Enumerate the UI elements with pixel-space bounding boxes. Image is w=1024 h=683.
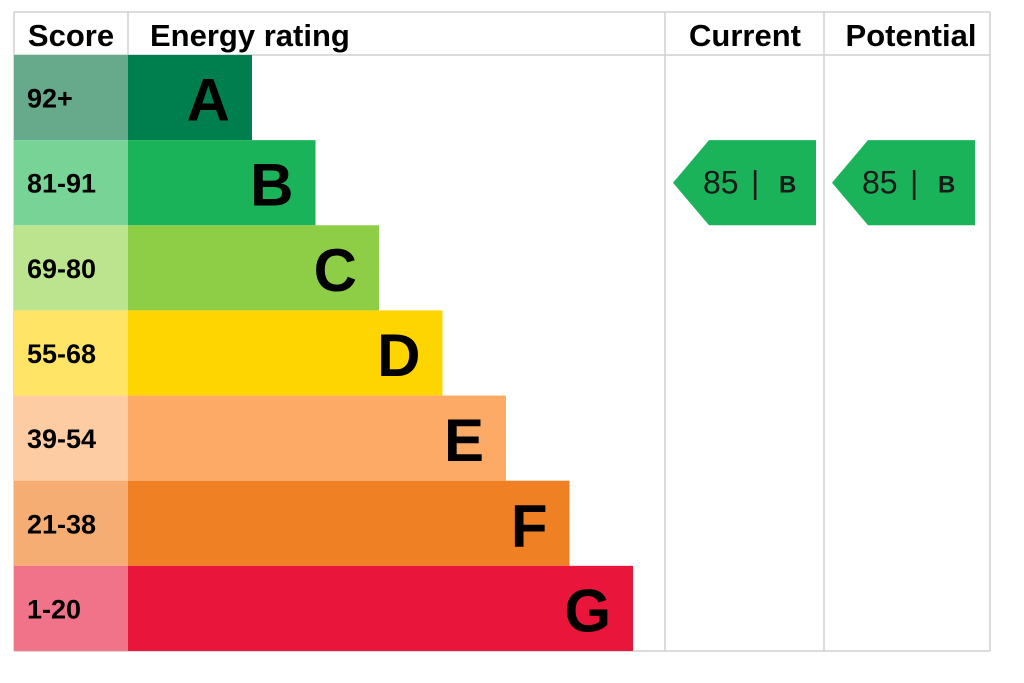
rating-bar-b bbox=[128, 140, 316, 226]
score-range-e: 39-54 bbox=[27, 424, 96, 454]
current-rating-marker-score: 85 bbox=[703, 165, 739, 201]
column-headers: Score Energy rating Current Potential bbox=[28, 18, 977, 53]
rating-letter-b: B bbox=[250, 152, 293, 219]
current-rating-marker-letter: B bbox=[779, 172, 796, 199]
rating-bands: 92+ A 81-91 B 69-80 C 55-68 D 39-54 E 21-38 F 1-20 G bbox=[14, 55, 633, 651]
score-range-d: 55-68 bbox=[27, 339, 96, 369]
potential-rating-marker: 85 | B bbox=[832, 140, 975, 226]
score-cell-d bbox=[14, 310, 128, 396]
score-range-f: 21-38 bbox=[27, 509, 96, 539]
rating-bar-f bbox=[128, 480, 570, 566]
header-current: Current bbox=[689, 18, 801, 53]
rating-bar-g bbox=[128, 565, 633, 651]
rating-markers: 85 | B 85 | B bbox=[673, 140, 975, 226]
rating-letter-a: A bbox=[187, 67, 230, 134]
rating-letter-c: C bbox=[314, 237, 357, 304]
score-cell-e bbox=[14, 395, 128, 481]
current-rating-marker: 85 | B bbox=[673, 140, 816, 226]
potential-rating-marker-separator: | bbox=[910, 165, 918, 201]
rating-letter-e: E bbox=[444, 407, 484, 474]
header-potential: Potential bbox=[846, 18, 977, 53]
score-range-b: 81-91 bbox=[27, 169, 96, 199]
header-energy-rating: Energy rating bbox=[150, 18, 350, 53]
potential-rating-marker-arrow bbox=[832, 140, 975, 226]
header-score: Score bbox=[28, 18, 114, 53]
potential-rating-marker-score: 85 bbox=[862, 165, 898, 201]
rating-letter-g: G bbox=[564, 577, 611, 644]
potential-rating-marker-letter: B bbox=[938, 172, 955, 199]
current-rating-marker-arrow bbox=[673, 140, 816, 226]
score-cell-b bbox=[14, 140, 128, 226]
current-rating-marker-separator: | bbox=[751, 165, 759, 201]
score-range-c: 69-80 bbox=[27, 254, 96, 284]
score-cell-c bbox=[14, 225, 128, 311]
score-range-a: 92+ bbox=[27, 84, 73, 114]
rating-letter-f: F bbox=[511, 492, 548, 559]
rating-bar-e bbox=[128, 395, 506, 481]
rating-letter-d: D bbox=[377, 322, 420, 389]
score-cell-g bbox=[14, 565, 128, 651]
score-cell-f bbox=[14, 480, 128, 566]
score-cell-a bbox=[14, 55, 128, 141]
rating-bar-d bbox=[128, 310, 443, 396]
rating-bar-a bbox=[128, 55, 252, 141]
rating-bar-c bbox=[128, 225, 379, 311]
score-range-g: 1-20 bbox=[27, 594, 81, 624]
